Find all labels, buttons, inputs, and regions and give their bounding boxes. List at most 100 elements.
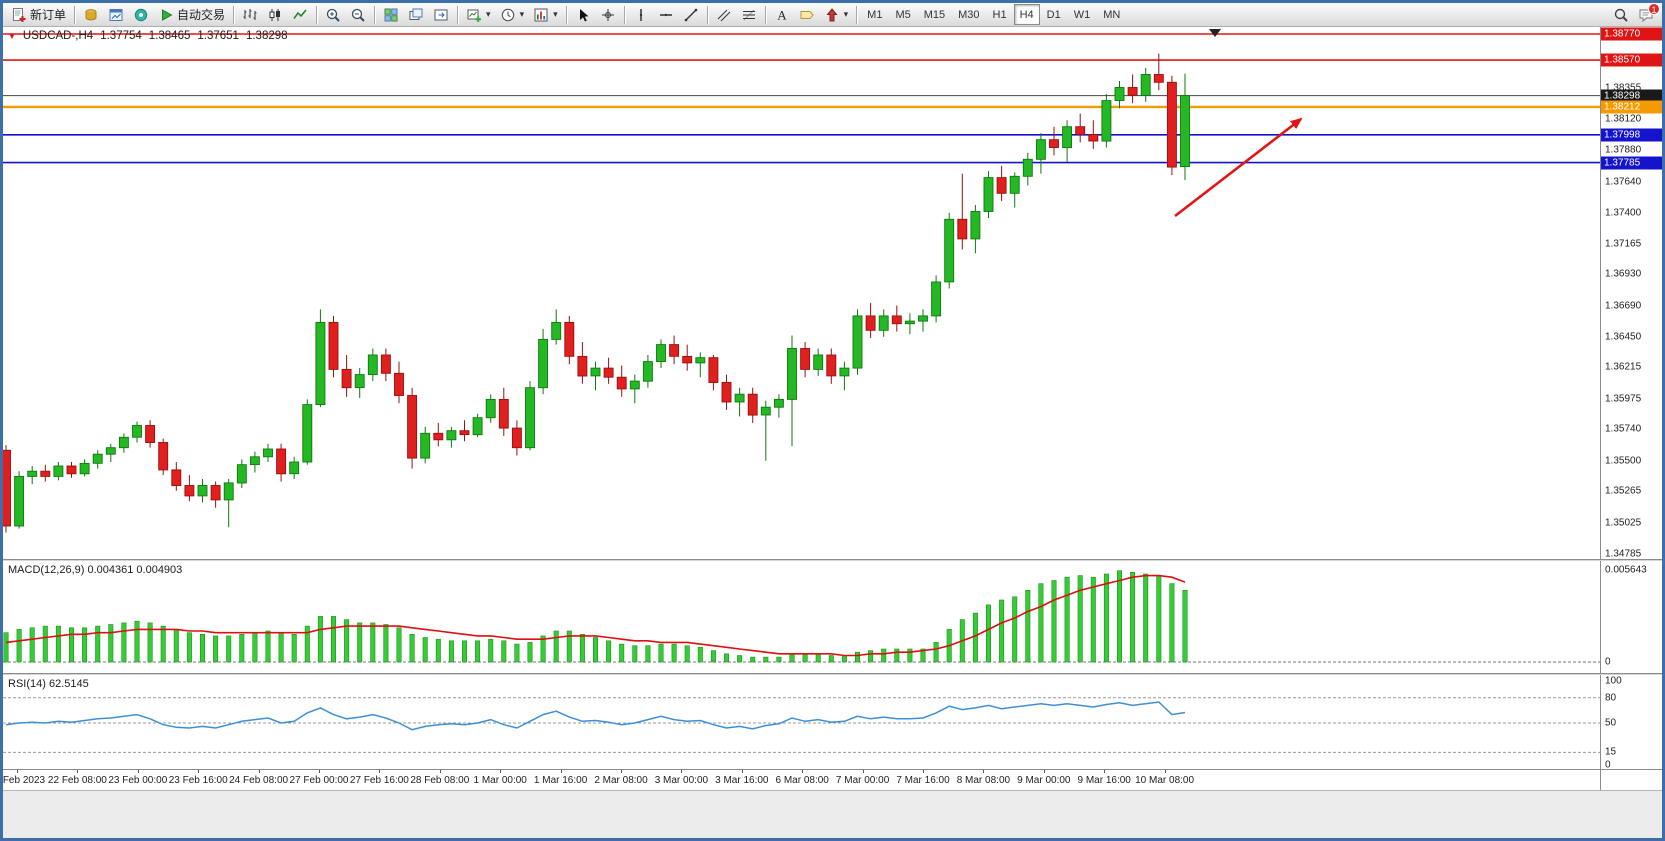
periods-icon bbox=[500, 7, 516, 23]
price-tick: 1.36215 bbox=[1605, 361, 1642, 373]
timeframe-mn-button[interactable]: MN bbox=[1097, 4, 1126, 25]
panel-divider-rsi[interactable] bbox=[3, 673, 1662, 675]
auto-trading-button[interactable]: 自动交易 bbox=[154, 4, 229, 25]
timeframe-d1-button[interactable]: D1 bbox=[1041, 4, 1067, 25]
time-tick bbox=[137, 770, 139, 773]
time-tick bbox=[198, 770, 200, 773]
main-toolbar: 新订单 自动交易 ▾ ▾ ▾ A ▾ M1 M5 M15 M30 H1 H4 D1 W1 MN 1 bbox=[3, 3, 1662, 27]
rsi-axis-label: 0 bbox=[1605, 759, 1611, 770]
chevron-down-icon: ▾ bbox=[553, 9, 558, 19]
notifications-button[interactable]: 1 bbox=[1634, 3, 1660, 25]
macd-chart[interactable] bbox=[3, 561, 1600, 673]
time-tick bbox=[17, 770, 18, 773]
new-order-button[interactable]: 新订单 bbox=[7, 4, 70, 25]
toolbar-separator bbox=[457, 5, 459, 24]
time-label: 3 Mar 16:00 bbox=[715, 775, 769, 786]
time-label: 7 Mar 16:00 bbox=[896, 775, 950, 786]
timeframe-m15-button[interactable]: M15 bbox=[918, 4, 951, 25]
toolbar-separator bbox=[706, 5, 708, 24]
toolbar-separator bbox=[374, 5, 376, 24]
time-label: 2 Mar 08:00 bbox=[594, 775, 648, 786]
panel-divider-macd[interactable] bbox=[3, 559, 1662, 561]
time-tick bbox=[379, 770, 381, 773]
rsi-axis-label: 80 bbox=[1605, 692, 1617, 704]
trendline-icon bbox=[683, 7, 699, 23]
chart-shift-marker-icon[interactable] bbox=[1209, 29, 1221, 37]
toolbar-separator bbox=[623, 5, 625, 24]
new-chart-icon bbox=[466, 7, 482, 23]
price-chart-plot[interactable]: ▼ USDCAD-,H4 1.37754 1.38465 1.37651 1.3… bbox=[3, 27, 1600, 559]
time-tick bbox=[439, 770, 441, 773]
periods-button[interactable]: ▾ bbox=[496, 4, 529, 25]
crosshair-button[interactable] bbox=[596, 4, 620, 25]
cursor-button[interactable] bbox=[571, 4, 595, 25]
auto-arrange-button[interactable] bbox=[404, 4, 428, 25]
timeframe-m5-button[interactable]: M5 bbox=[889, 4, 916, 25]
chart-shift-icon bbox=[433, 7, 449, 23]
trend-arrow-annotation[interactable] bbox=[1174, 117, 1303, 218]
time-label: 21 Feb 2023 bbox=[3, 775, 46, 786]
price-tick: 1.38120 bbox=[1605, 113, 1642, 125]
bar-chart-button[interactable] bbox=[238, 4, 262, 25]
price-axis[interactable]: 1.38355 1.38120 1.37880 1.37640 1.37400 1.371… bbox=[1600, 27, 1662, 559]
time-tick bbox=[862, 770, 864, 773]
vertical-line-button[interactable] bbox=[629, 4, 653, 25]
chevron-down-icon: ▾ bbox=[486, 9, 491, 19]
auto-trading-icon bbox=[158, 7, 174, 23]
timeframe-h1-button[interactable]: H1 bbox=[987, 4, 1013, 25]
macd-plot[interactable]: MACD(12,26,9) 0.004361 0.004903 bbox=[3, 561, 1600, 673]
price-badge: 1.38770 bbox=[1601, 27, 1662, 41]
time-tick bbox=[1164, 770, 1166, 773]
time-label: 9 Mar 00:00 bbox=[1017, 775, 1071, 786]
zoom-out-button[interactable] bbox=[346, 4, 370, 25]
macd-axis[interactable]: 0.005643 0 bbox=[1600, 561, 1662, 673]
candlestick-chart[interactable] bbox=[3, 27, 1600, 559]
time-label: 6 Mar 08:00 bbox=[775, 775, 829, 786]
search-button[interactable] bbox=[1609, 4, 1633, 25]
accounts-icon bbox=[83, 7, 99, 23]
tile-windows-icon bbox=[383, 7, 399, 23]
time-tick bbox=[802, 770, 804, 773]
chart-shift-button[interactable] bbox=[429, 4, 453, 25]
fibonacci-button[interactable] bbox=[737, 4, 761, 25]
candlestick-chart-button[interactable] bbox=[263, 4, 287, 25]
data-window-button[interactable] bbox=[129, 4, 153, 25]
text-label-button[interactable] bbox=[795, 4, 819, 25]
time-tick bbox=[1043, 770, 1045, 773]
rsi-chart[interactable] bbox=[3, 675, 1600, 769]
equidistant-channel-icon bbox=[716, 7, 732, 23]
templates-button[interactable]: ▾ bbox=[529, 4, 562, 25]
price-tick: 1.35265 bbox=[1605, 485, 1642, 497]
trendline-button[interactable] bbox=[679, 4, 703, 25]
rsi-plot[interactable]: RSI(14) 62.5145 bbox=[3, 675, 1600, 769]
horizontal-line-button[interactable] bbox=[654, 4, 678, 25]
toolbar-separator bbox=[74, 5, 76, 24]
time-label: 9 Mar 16:00 bbox=[1077, 775, 1131, 786]
auto-trading-label: 自动交易 bbox=[177, 8, 226, 22]
ohlc-open: 1.37754 bbox=[100, 30, 142, 42]
price-badge: 1.37998 bbox=[1601, 128, 1662, 142]
time-label: 1 Mar 00:00 bbox=[473, 775, 527, 786]
market-watch-button[interactable] bbox=[104, 4, 128, 25]
symbol-marker-icon: ▼ bbox=[8, 31, 16, 41]
accounts-button[interactable] bbox=[79, 4, 103, 25]
zoom-in-button[interactable] bbox=[321, 4, 345, 25]
text-button[interactable]: A bbox=[770, 4, 794, 25]
timeframe-m1-button[interactable]: M1 bbox=[861, 4, 888, 25]
time-tick bbox=[1104, 770, 1106, 773]
new-chart-button[interactable]: ▾ bbox=[462, 4, 495, 25]
search-icon bbox=[1613, 7, 1629, 23]
arrows-button[interactable]: ▾ bbox=[820, 4, 853, 25]
rsi-axis[interactable]: 100 80 50 15 0 bbox=[1600, 675, 1662, 769]
tile-windows-button[interactable] bbox=[379, 4, 403, 25]
timeframe-m30-button[interactable]: M30 bbox=[952, 4, 985, 25]
toolbar-separator bbox=[316, 5, 318, 24]
line-chart-button[interactable] bbox=[288, 4, 312, 25]
timeframe-w1-button[interactable]: W1 bbox=[1068, 4, 1097, 25]
new-order-icon bbox=[11, 7, 27, 23]
equidistant-channel-button[interactable] bbox=[712, 4, 736, 25]
timeframe-h4-button[interactable]: H4 bbox=[1013, 4, 1040, 25]
time-label: 22 Feb 08:00 bbox=[47, 775, 107, 786]
time-tick bbox=[500, 770, 502, 773]
